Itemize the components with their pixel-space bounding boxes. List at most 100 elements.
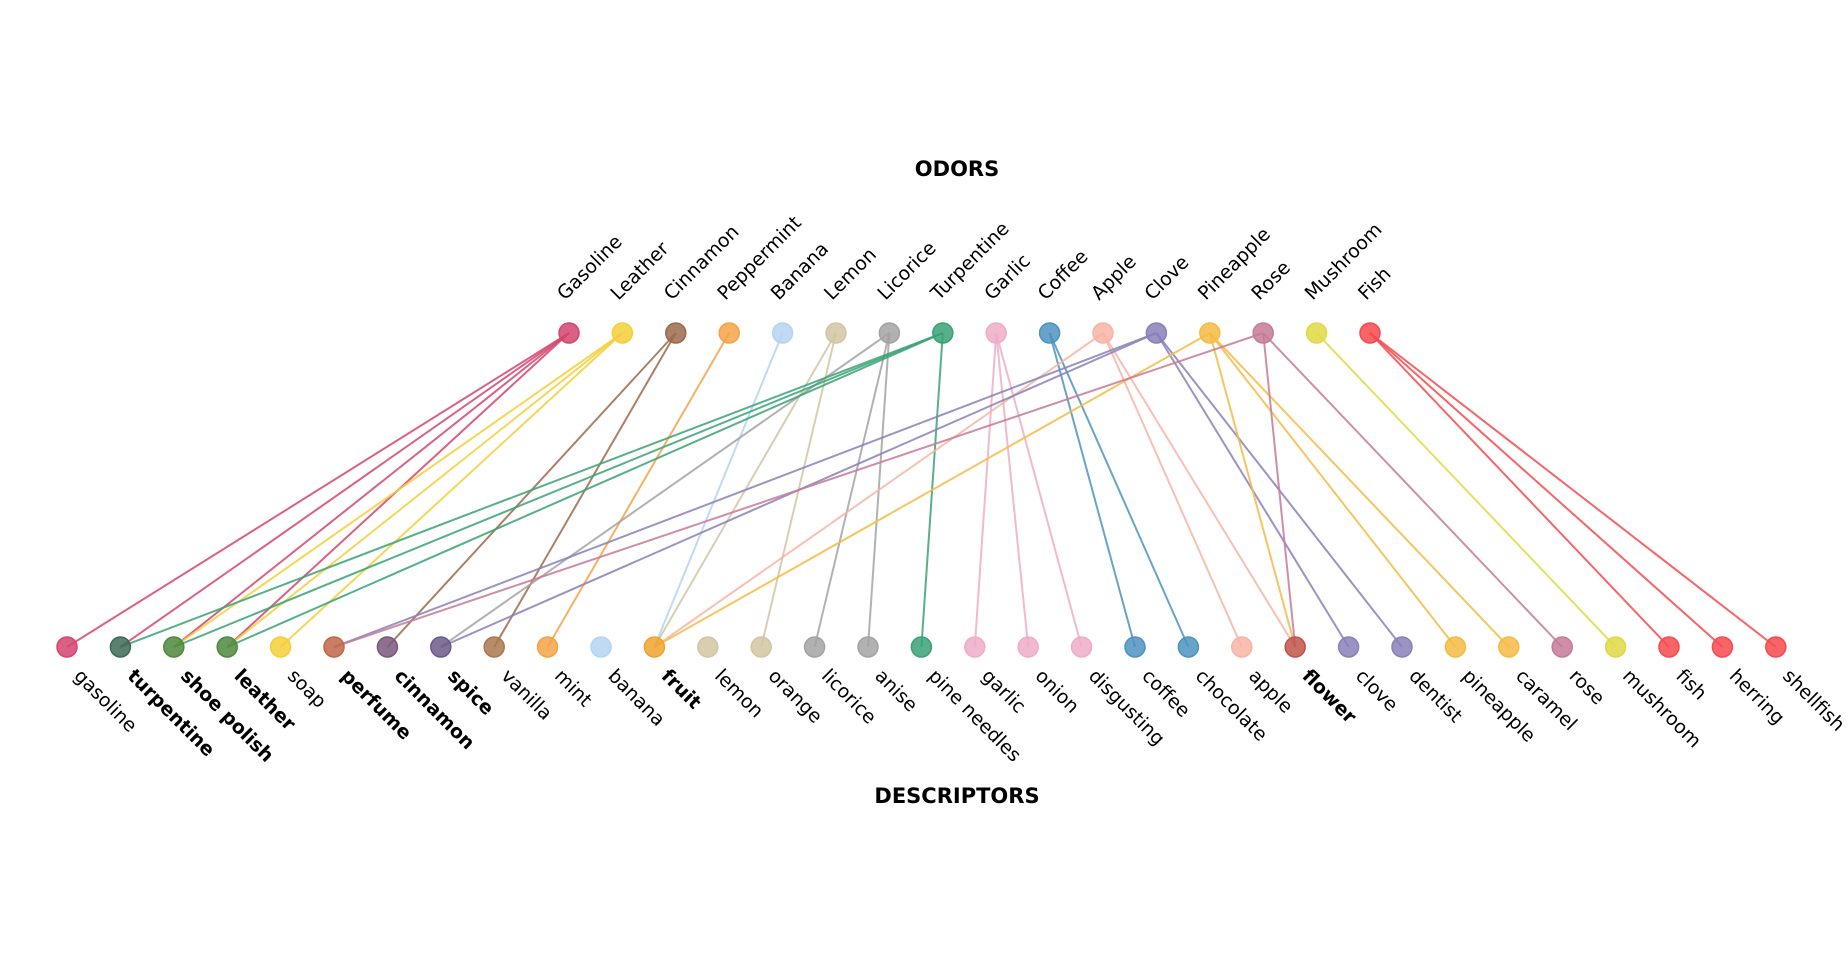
descriptor-node-lemon — [697, 636, 719, 658]
link-pineapple-caramel — [1209, 332, 1510, 648]
link-apple-apple — [1102, 332, 1243, 648]
link-licorice-licorice — [813, 332, 891, 648]
odor-node-mushroom — [1305, 322, 1328, 344]
link-garlic-disgusting — [995, 332, 1083, 648]
link-rose-flower — [1262, 332, 1297, 648]
link-mushroom-mushroom — [1315, 332, 1617, 648]
link-garlic-onion — [995, 332, 1030, 648]
descriptor-node-apple — [1231, 636, 1253, 658]
odor-node-coffee — [1038, 322, 1061, 344]
link-gasoline-shoe-polish — [173, 332, 570, 648]
odor-node-garlic — [985, 322, 1007, 344]
descriptor-node-flower — [1284, 636, 1306, 658]
descriptor-label-pine-needles: pine needles — [924, 665, 1025, 766]
link-fish-fish — [1369, 332, 1670, 648]
descriptor-node-banana — [590, 636, 612, 658]
odor-label-licorice: Licorice — [873, 237, 940, 304]
link-turpentine-shoe-polish — [173, 332, 944, 648]
descriptor-node-turpentine — [109, 636, 132, 658]
descriptor-node-pineapple — [1444, 636, 1467, 658]
odor-label-coffee: Coffee — [1034, 246, 1093, 305]
descriptor-label-lemon: lemon — [710, 665, 767, 722]
descriptor-node-rose — [1551, 636, 1573, 658]
odor-node-licorice — [878, 322, 901, 344]
descriptor-label-flower: flower — [1298, 665, 1361, 728]
descriptor-node-onion — [1017, 636, 1039, 658]
descriptor-label-vanilla: vanilla — [497, 665, 557, 725]
link-turpentine-leather — [226, 332, 944, 648]
link-rose-rose — [1262, 332, 1563, 648]
link-garlic-garlic — [973, 332, 998, 648]
descriptors-heading: DESCRIPTORS — [874, 784, 1039, 808]
descriptor-label-rose: rose — [1565, 665, 1609, 709]
descriptor-node-herring — [1711, 636, 1734, 658]
descriptor-label-clove: clove — [1351, 665, 1402, 716]
link-leather-shoe-polish — [173, 332, 623, 648]
link-apple-fruit — [653, 332, 1104, 648]
odor-node-turpentine — [932, 322, 954, 344]
odor-node-leather — [611, 322, 634, 344]
descriptor-node-shoe-polish — [163, 636, 185, 658]
link-apple-flower — [1102, 332, 1297, 648]
descriptor-node-perfume — [323, 636, 345, 658]
odor-node-rose — [1252, 322, 1274, 344]
descriptor-node-shellfish — [1765, 636, 1787, 658]
descriptor-node-soap — [269, 636, 292, 658]
odor-node-clove — [1145, 322, 1168, 344]
odor-label-fish: Fish — [1354, 263, 1396, 305]
descriptor-node-fruit — [643, 636, 666, 658]
descriptor-label-herring: herring — [1725, 665, 1789, 729]
descriptor-label-licorice: licorice — [817, 665, 881, 729]
links-layer — [66, 332, 1777, 648]
descriptor-label-fruit: fruit — [657, 665, 706, 714]
descriptor-label-mint: mint — [550, 665, 596, 711]
odor-node-cinnamon — [665, 322, 687, 344]
descriptor-node-licorice — [803, 636, 826, 658]
descriptor-node-vanilla — [483, 636, 505, 658]
link-leather-leather — [226, 332, 624, 648]
descriptor-label-onion: onion — [1031, 665, 1084, 718]
link-banana-fruit — [653, 332, 784, 648]
descriptor-label-anise: anise — [870, 665, 921, 716]
descriptor-label-banana: banana — [603, 665, 669, 731]
descriptor-node-leather — [216, 636, 238, 658]
descriptor-node-garlic — [964, 636, 986, 658]
descriptor-label-dentist: dentist — [1404, 665, 1466, 727]
link-pineapple-pineapple — [1209, 332, 1457, 648]
odor-node-apple — [1092, 322, 1114, 344]
odor-nodes: GasolineLeatherCinnamonPeppermintBananaL… — [553, 212, 1396, 344]
descriptor-node-chocolate — [1177, 636, 1200, 658]
descriptor-node-clove — [1337, 636, 1360, 658]
descriptor-node-anise — [857, 636, 879, 658]
odor-node-gasoline — [558, 322, 580, 344]
odor-label-rose: Rose — [1247, 257, 1295, 305]
odor-label-apple: Apple — [1087, 251, 1141, 305]
descriptor-node-mushroom — [1604, 636, 1627, 658]
link-fish-shellfish — [1369, 332, 1777, 648]
odor-node-fish — [1359, 322, 1381, 344]
link-pineapple-fruit — [653, 332, 1211, 648]
descriptor-node-disgusting — [1070, 636, 1093, 658]
descriptor-label-fish: fish — [1671, 665, 1711, 705]
odor-node-lemon — [825, 322, 847, 344]
descriptor-node-dentist — [1391, 636, 1413, 658]
link-gasoline-gasoline — [66, 332, 570, 648]
link-pineapple-flower — [1208, 332, 1297, 648]
link-coffee-coffee — [1048, 332, 1136, 648]
odor-node-pineapple — [1199, 322, 1221, 344]
odor-node-peppermint — [718, 322, 740, 344]
descriptor-label-orange: orange — [764, 665, 827, 728]
link-fish-herring — [1369, 332, 1724, 648]
descriptor-node-orange — [750, 636, 772, 658]
descriptor-node-gasoline — [56, 636, 78, 658]
link-coffee-chocolate — [1048, 332, 1190, 648]
link-turpentine-turpentine — [120, 332, 944, 648]
odor-label-clove: Clove — [1140, 251, 1193, 304]
link-rose-perfume — [333, 332, 1264, 648]
descriptor-node-cinnamon — [376, 636, 399, 658]
descriptor-label-shoe-polish: shoe polish — [176, 665, 278, 767]
descriptor-node-mint — [536, 636, 559, 658]
link-leather-soap — [279, 332, 624, 648]
descriptor-node-spice — [430, 636, 452, 658]
